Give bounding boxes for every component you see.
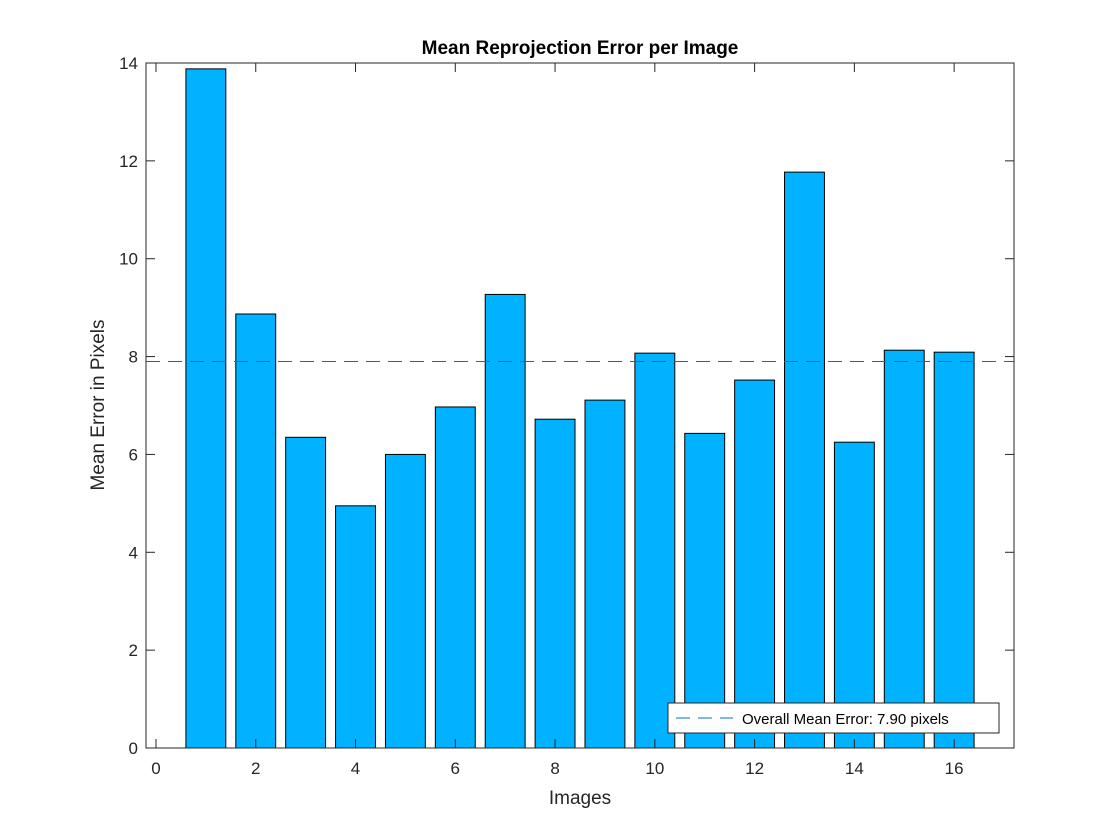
ticks-layer: 0 2 4 6 8 10 12 14 16 0 2 4 6 8 10 12 14 xyxy=(119,54,1014,778)
y-tick-label-14: 14 xyxy=(119,54,138,73)
y-tick-label-2: 2 xyxy=(129,641,138,660)
x-tick-label-4: 4 xyxy=(351,759,360,778)
bar-image-12 xyxy=(734,379,776,749)
x-tick-label-2: 2 xyxy=(251,759,260,778)
bar-image-6 xyxy=(434,406,476,749)
bar-image-15 xyxy=(883,349,925,749)
bar-image-9 xyxy=(584,399,626,749)
bar-image-4 xyxy=(335,505,376,749)
y-axis-label: Mean Error in Pixels xyxy=(88,319,109,490)
legend-label: Overall Mean Error: 7.90 pixels xyxy=(742,711,949,728)
axes-box xyxy=(145,62,1015,749)
bar-image-5 xyxy=(384,453,426,749)
y-tick-label-8: 8 xyxy=(129,348,138,367)
bar-image-14 xyxy=(833,441,875,749)
bar-image-8 xyxy=(534,418,576,749)
y-tick-label-12: 12 xyxy=(119,152,138,171)
bar-image-7 xyxy=(484,293,526,749)
y-tick-label-0: 0 xyxy=(129,739,138,758)
x-tick-label-10: 10 xyxy=(645,759,664,778)
bar-image-1 xyxy=(185,68,227,749)
x-axis-label: Images xyxy=(549,788,611,809)
x-tick-label-8: 8 xyxy=(550,759,559,778)
x-tick-label-12: 12 xyxy=(745,759,764,778)
y-tick-label-10: 10 xyxy=(119,250,138,269)
x-tick-label-0: 0 xyxy=(151,759,160,778)
x-tick-label-14: 14 xyxy=(845,759,864,778)
bar-image-13 xyxy=(784,171,825,749)
bar-image-2 xyxy=(235,313,277,749)
legend: Overall Mean Error: 7.90 pixels xyxy=(667,702,1000,734)
bars-layer xyxy=(185,68,975,749)
chart-title: Mean Reprojection Error per Image xyxy=(422,38,739,59)
y-tick-label-4: 4 xyxy=(129,543,138,562)
bar-image-10 xyxy=(634,352,676,749)
y-tick-label-6: 6 xyxy=(129,445,138,464)
x-tick-label-6: 6 xyxy=(451,759,460,778)
bar-image-11 xyxy=(684,432,726,749)
bar-image-16 xyxy=(933,351,975,749)
bar-image-3 xyxy=(285,436,327,749)
x-tick-label-16: 16 xyxy=(945,759,964,778)
